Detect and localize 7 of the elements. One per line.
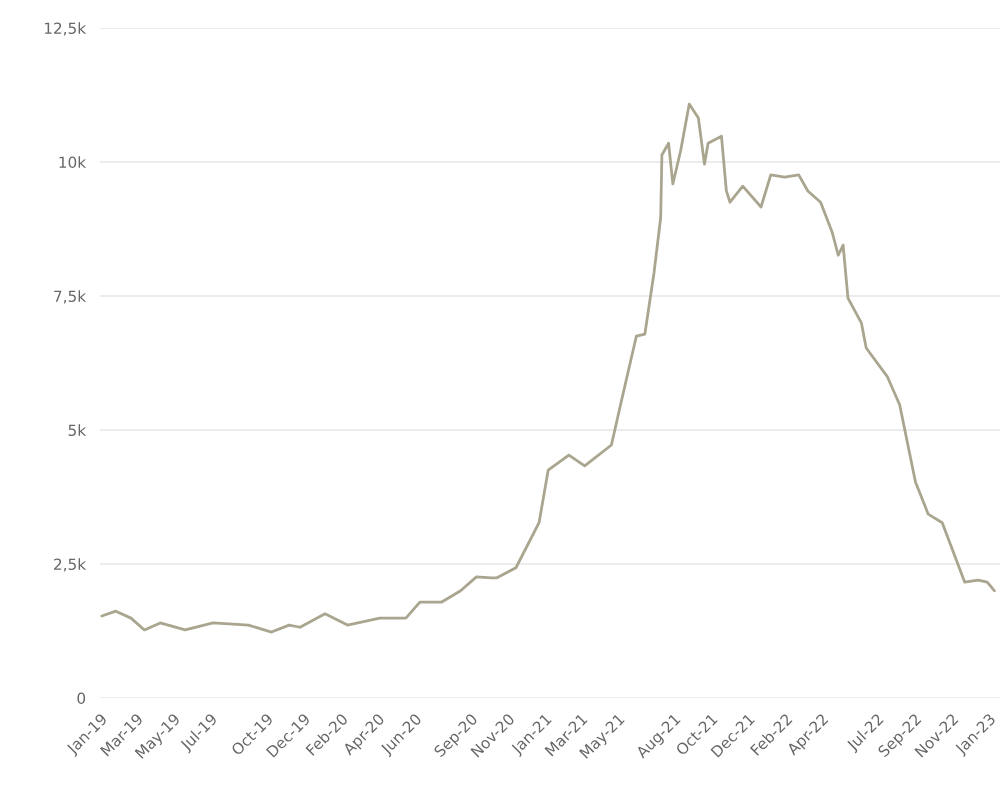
line-series bbox=[100, 102, 996, 634]
y-tick-label: 10k bbox=[59, 156, 87, 169]
y-tick-label: 0 bbox=[77, 692, 86, 705]
y-tick-label: 12,5k bbox=[44, 22, 87, 36]
y-tick-label: 7,5k bbox=[54, 290, 87, 304]
y-tick-label: 2,5k bbox=[54, 558, 87, 572]
y-tick-label: 5k bbox=[68, 424, 87, 437]
